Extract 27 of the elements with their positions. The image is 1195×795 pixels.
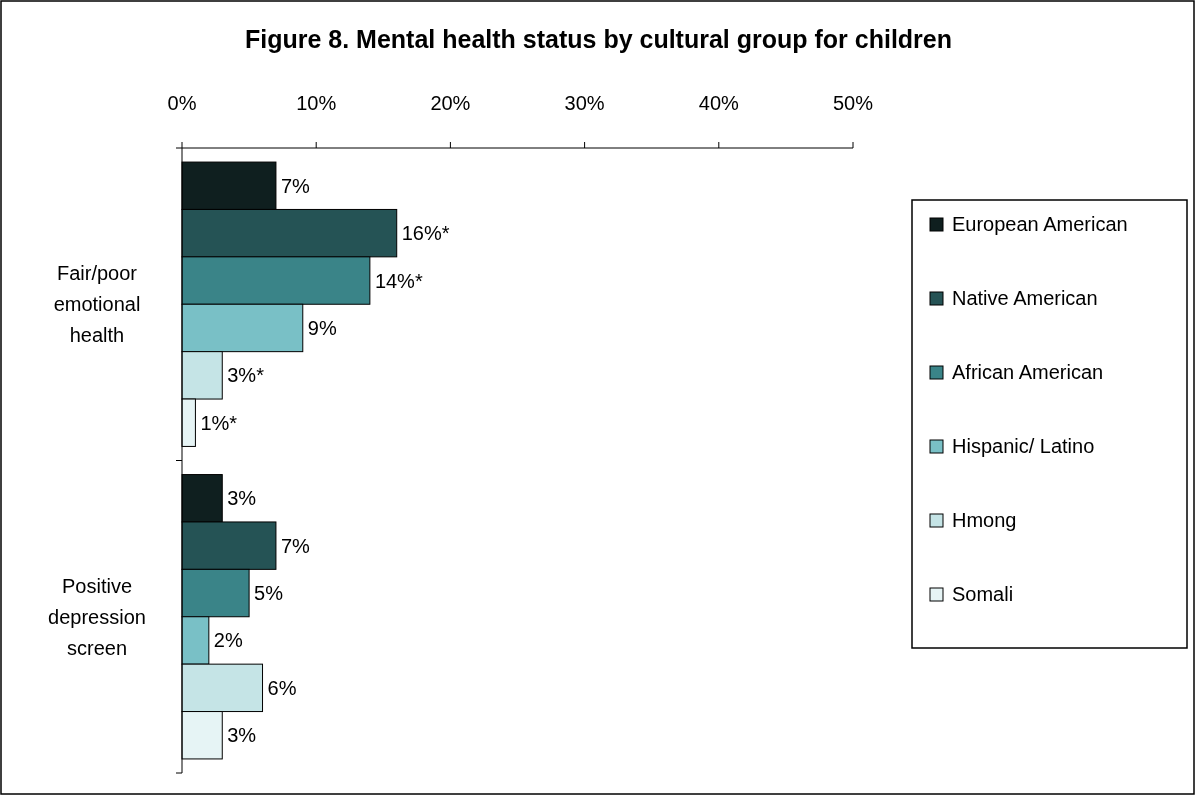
legend-label: Native American (952, 287, 1098, 309)
chart-title: Figure 8. Mental health status by cultural group for children (244, 25, 953, 53)
data-label: 3% (227, 724, 257, 747)
legend-label: European American (952, 213, 1128, 235)
data-label: 14%* (374, 269, 423, 292)
x-tick-label: 10% (296, 92, 337, 114)
data-label: 7% (280, 534, 311, 557)
x-tick-label: 30% (564, 92, 605, 114)
x-tick-label: 0% (167, 92, 197, 114)
data-label: 16%* (401, 222, 450, 245)
y-tick-label: Positive depression screen (48, 574, 146, 659)
legend-label: Somali (952, 583, 1014, 605)
data-label: 7% (280, 174, 311, 197)
data-label: 3% (227, 487, 257, 510)
data-label: 1%* (200, 411, 238, 434)
x-tick-label: 50% (832, 92, 874, 114)
legend-label: Hispanic/ Latino (952, 435, 1095, 457)
x-tick-label: 40% (698, 92, 740, 114)
data-label: 3%* (227, 364, 265, 387)
x-tick-label: 20% (430, 92, 471, 114)
data-label: 5% (254, 582, 284, 605)
legend-label: Hmong (952, 509, 1017, 531)
legend-label: African American (952, 361, 1104, 383)
data-label: 2% (213, 629, 243, 652)
data-label: 6% (267, 676, 297, 699)
data-label: 9% (307, 316, 337, 339)
y-tick-label: Fair/poor emotional health (53, 262, 141, 347)
